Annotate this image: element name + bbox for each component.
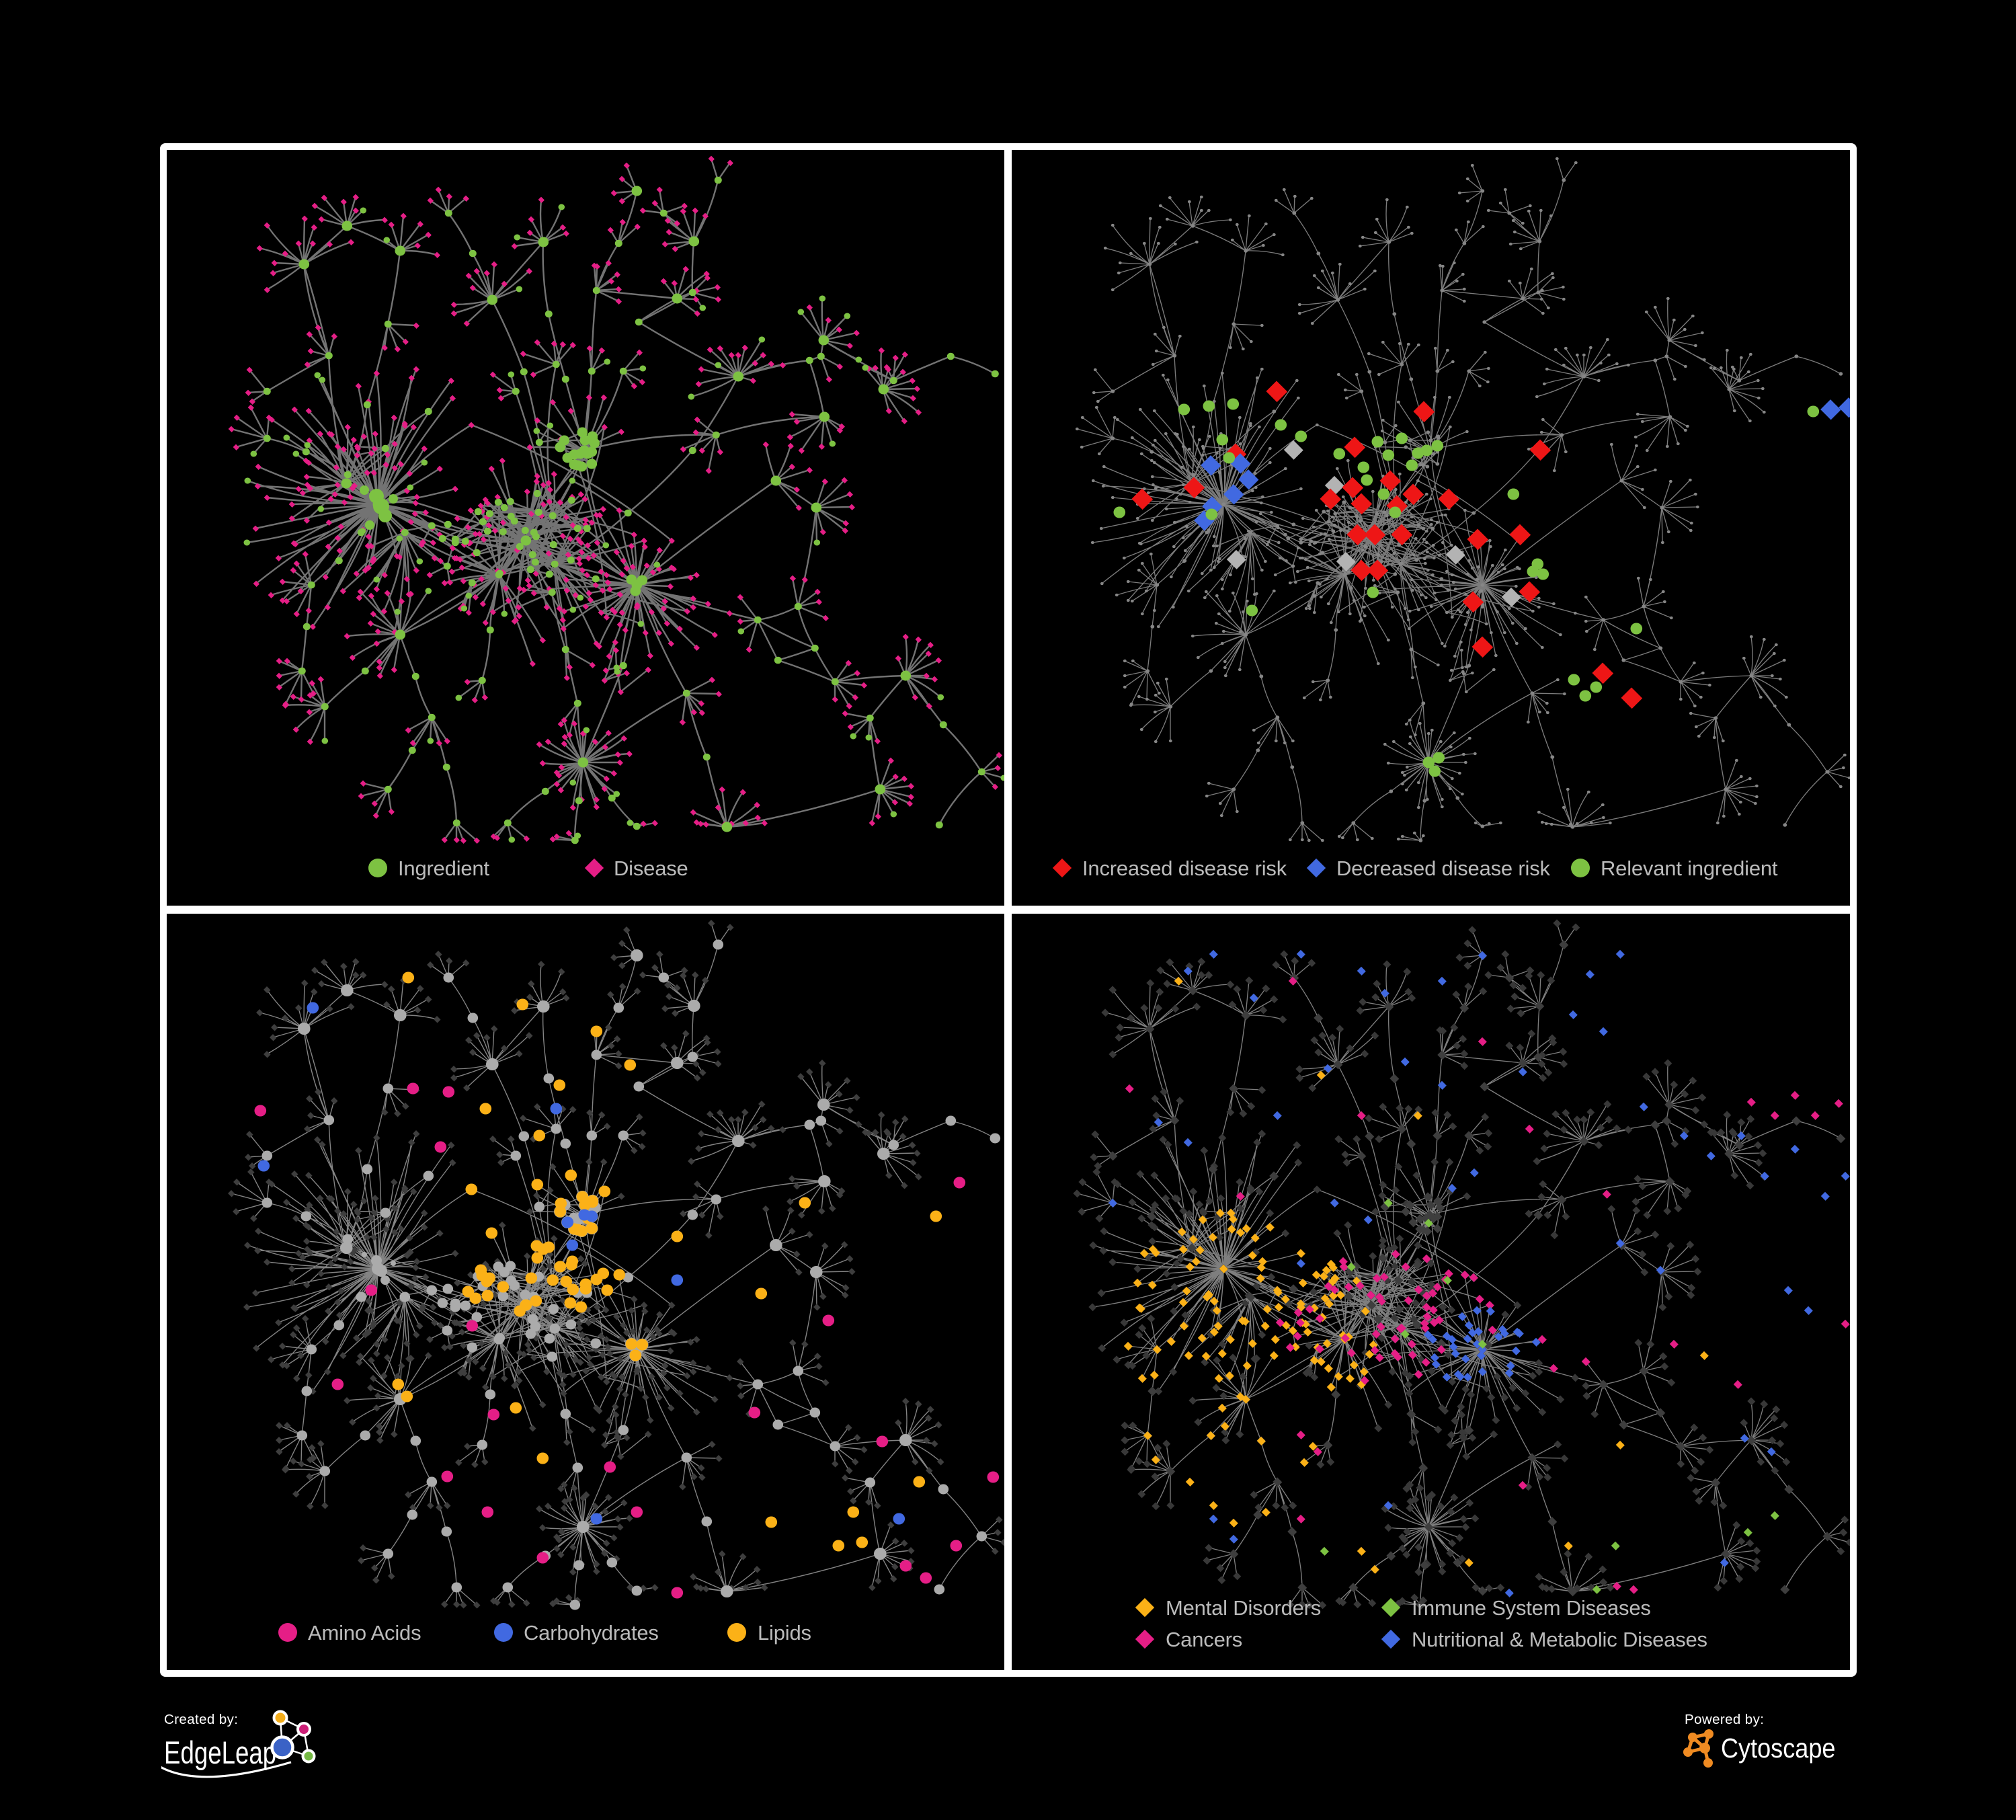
svg-text:Decreased disease risk: Decreased disease risk: [1336, 857, 1551, 880]
svg-text:Carbohydrates: Carbohydrates: [524, 1621, 659, 1645]
svg-text:Increased disease risk: Increased disease risk: [1082, 857, 1287, 880]
svg-text:Relevant ingredient: Relevant ingredient: [1601, 857, 1778, 880]
svg-text:Ingredient: Ingredient: [398, 857, 489, 880]
svg-text:Mental Disorders: Mental Disorders: [1166, 1596, 1321, 1620]
svg-text:Disease: Disease: [614, 857, 688, 880]
svg-text:Cancers: Cancers: [1166, 1628, 1242, 1651]
svg-text:Immune System Diseases: Immune System Diseases: [1412, 1596, 1651, 1620]
svg-text:Nutritional & Metabolic Diseas: Nutritional & Metabolic Diseases: [1412, 1628, 1707, 1651]
svg-text:Lipids: Lipids: [758, 1621, 811, 1645]
svg-text:Amino Acids: Amino Acids: [308, 1621, 421, 1645]
